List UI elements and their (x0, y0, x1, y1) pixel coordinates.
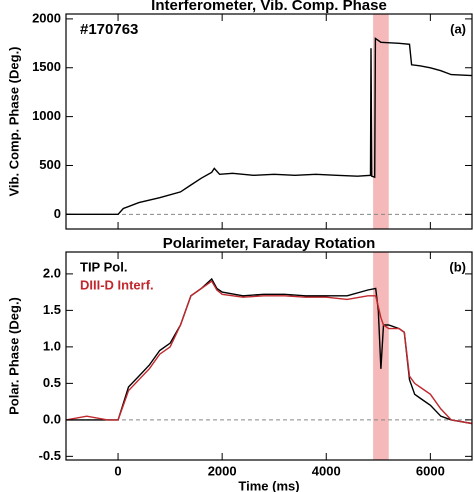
legend-entry: DIII-D Interf. (80, 277, 154, 292)
plot-frame (65, 13, 473, 230)
annotation: (a) (450, 21, 466, 36)
panel-title: Interferometer, Vib. Comp. Phase (151, 0, 387, 14)
annotation: #170763 (80, 21, 138, 38)
y-tick-label: 500 (39, 157, 61, 172)
data-line (66, 277, 473, 425)
y-tick-label: 0 (54, 206, 61, 221)
x-tick-label: 0 (114, 463, 121, 478)
y-tick-label: 1.0 (43, 338, 61, 353)
data-line (66, 37, 473, 215)
y-tick-label: -0.5 (39, 448, 61, 463)
annotation: (b) (449, 259, 466, 274)
panel-title: Polarimeter, Faraday Rotation (163, 235, 376, 252)
y-tick-label: 2.0 (43, 265, 61, 280)
y-axis-label: Polar. Phase (Deg.) (6, 297, 21, 415)
y-tick-label: 1.5 (43, 302, 61, 317)
x-tick-label: 6000 (416, 463, 445, 478)
y-tick-label: 1000 (32, 108, 61, 123)
y-tick-label: 2000 (32, 10, 61, 25)
shaded-region (373, 14, 389, 229)
y-tick-label: 0.5 (43, 375, 61, 390)
x-tick-label: 2000 (208, 463, 237, 478)
y-tick-label: 0.0 (43, 411, 61, 426)
plot-frame (65, 251, 473, 461)
y-tick-label: 1500 (32, 59, 61, 74)
x-tick-label: 4000 (312, 463, 341, 478)
x-axis-label: Time (ms) (238, 478, 299, 492)
data-line (65, 280, 473, 425)
legend-entry: TIP Pol. (80, 259, 127, 274)
y-axis-label: Vib. Comp. Phase (Deg.) (6, 46, 21, 196)
